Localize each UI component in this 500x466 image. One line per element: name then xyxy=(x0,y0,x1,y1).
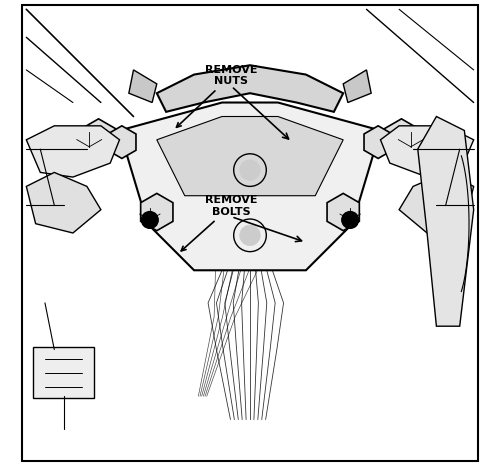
Polygon shape xyxy=(80,119,116,161)
Circle shape xyxy=(142,212,158,228)
Circle shape xyxy=(342,212,358,228)
Polygon shape xyxy=(120,103,380,270)
Polygon shape xyxy=(108,126,136,158)
Circle shape xyxy=(400,137,421,157)
Polygon shape xyxy=(129,70,157,103)
Polygon shape xyxy=(140,193,173,231)
FancyBboxPatch shape xyxy=(34,347,94,398)
Circle shape xyxy=(240,160,260,180)
Polygon shape xyxy=(26,172,101,233)
Polygon shape xyxy=(157,65,343,112)
Polygon shape xyxy=(327,193,360,231)
Polygon shape xyxy=(418,116,474,326)
Polygon shape xyxy=(364,126,392,158)
Polygon shape xyxy=(380,126,474,177)
Circle shape xyxy=(79,137,100,157)
Polygon shape xyxy=(157,116,343,196)
Polygon shape xyxy=(399,172,473,233)
Polygon shape xyxy=(343,70,371,103)
Circle shape xyxy=(240,225,260,246)
Polygon shape xyxy=(384,119,420,161)
Polygon shape xyxy=(26,126,120,177)
Text: REMOVE
NUTS: REMOVE NUTS xyxy=(176,65,258,127)
Text: REMOVE
BOLTS: REMOVE BOLTS xyxy=(181,195,258,251)
